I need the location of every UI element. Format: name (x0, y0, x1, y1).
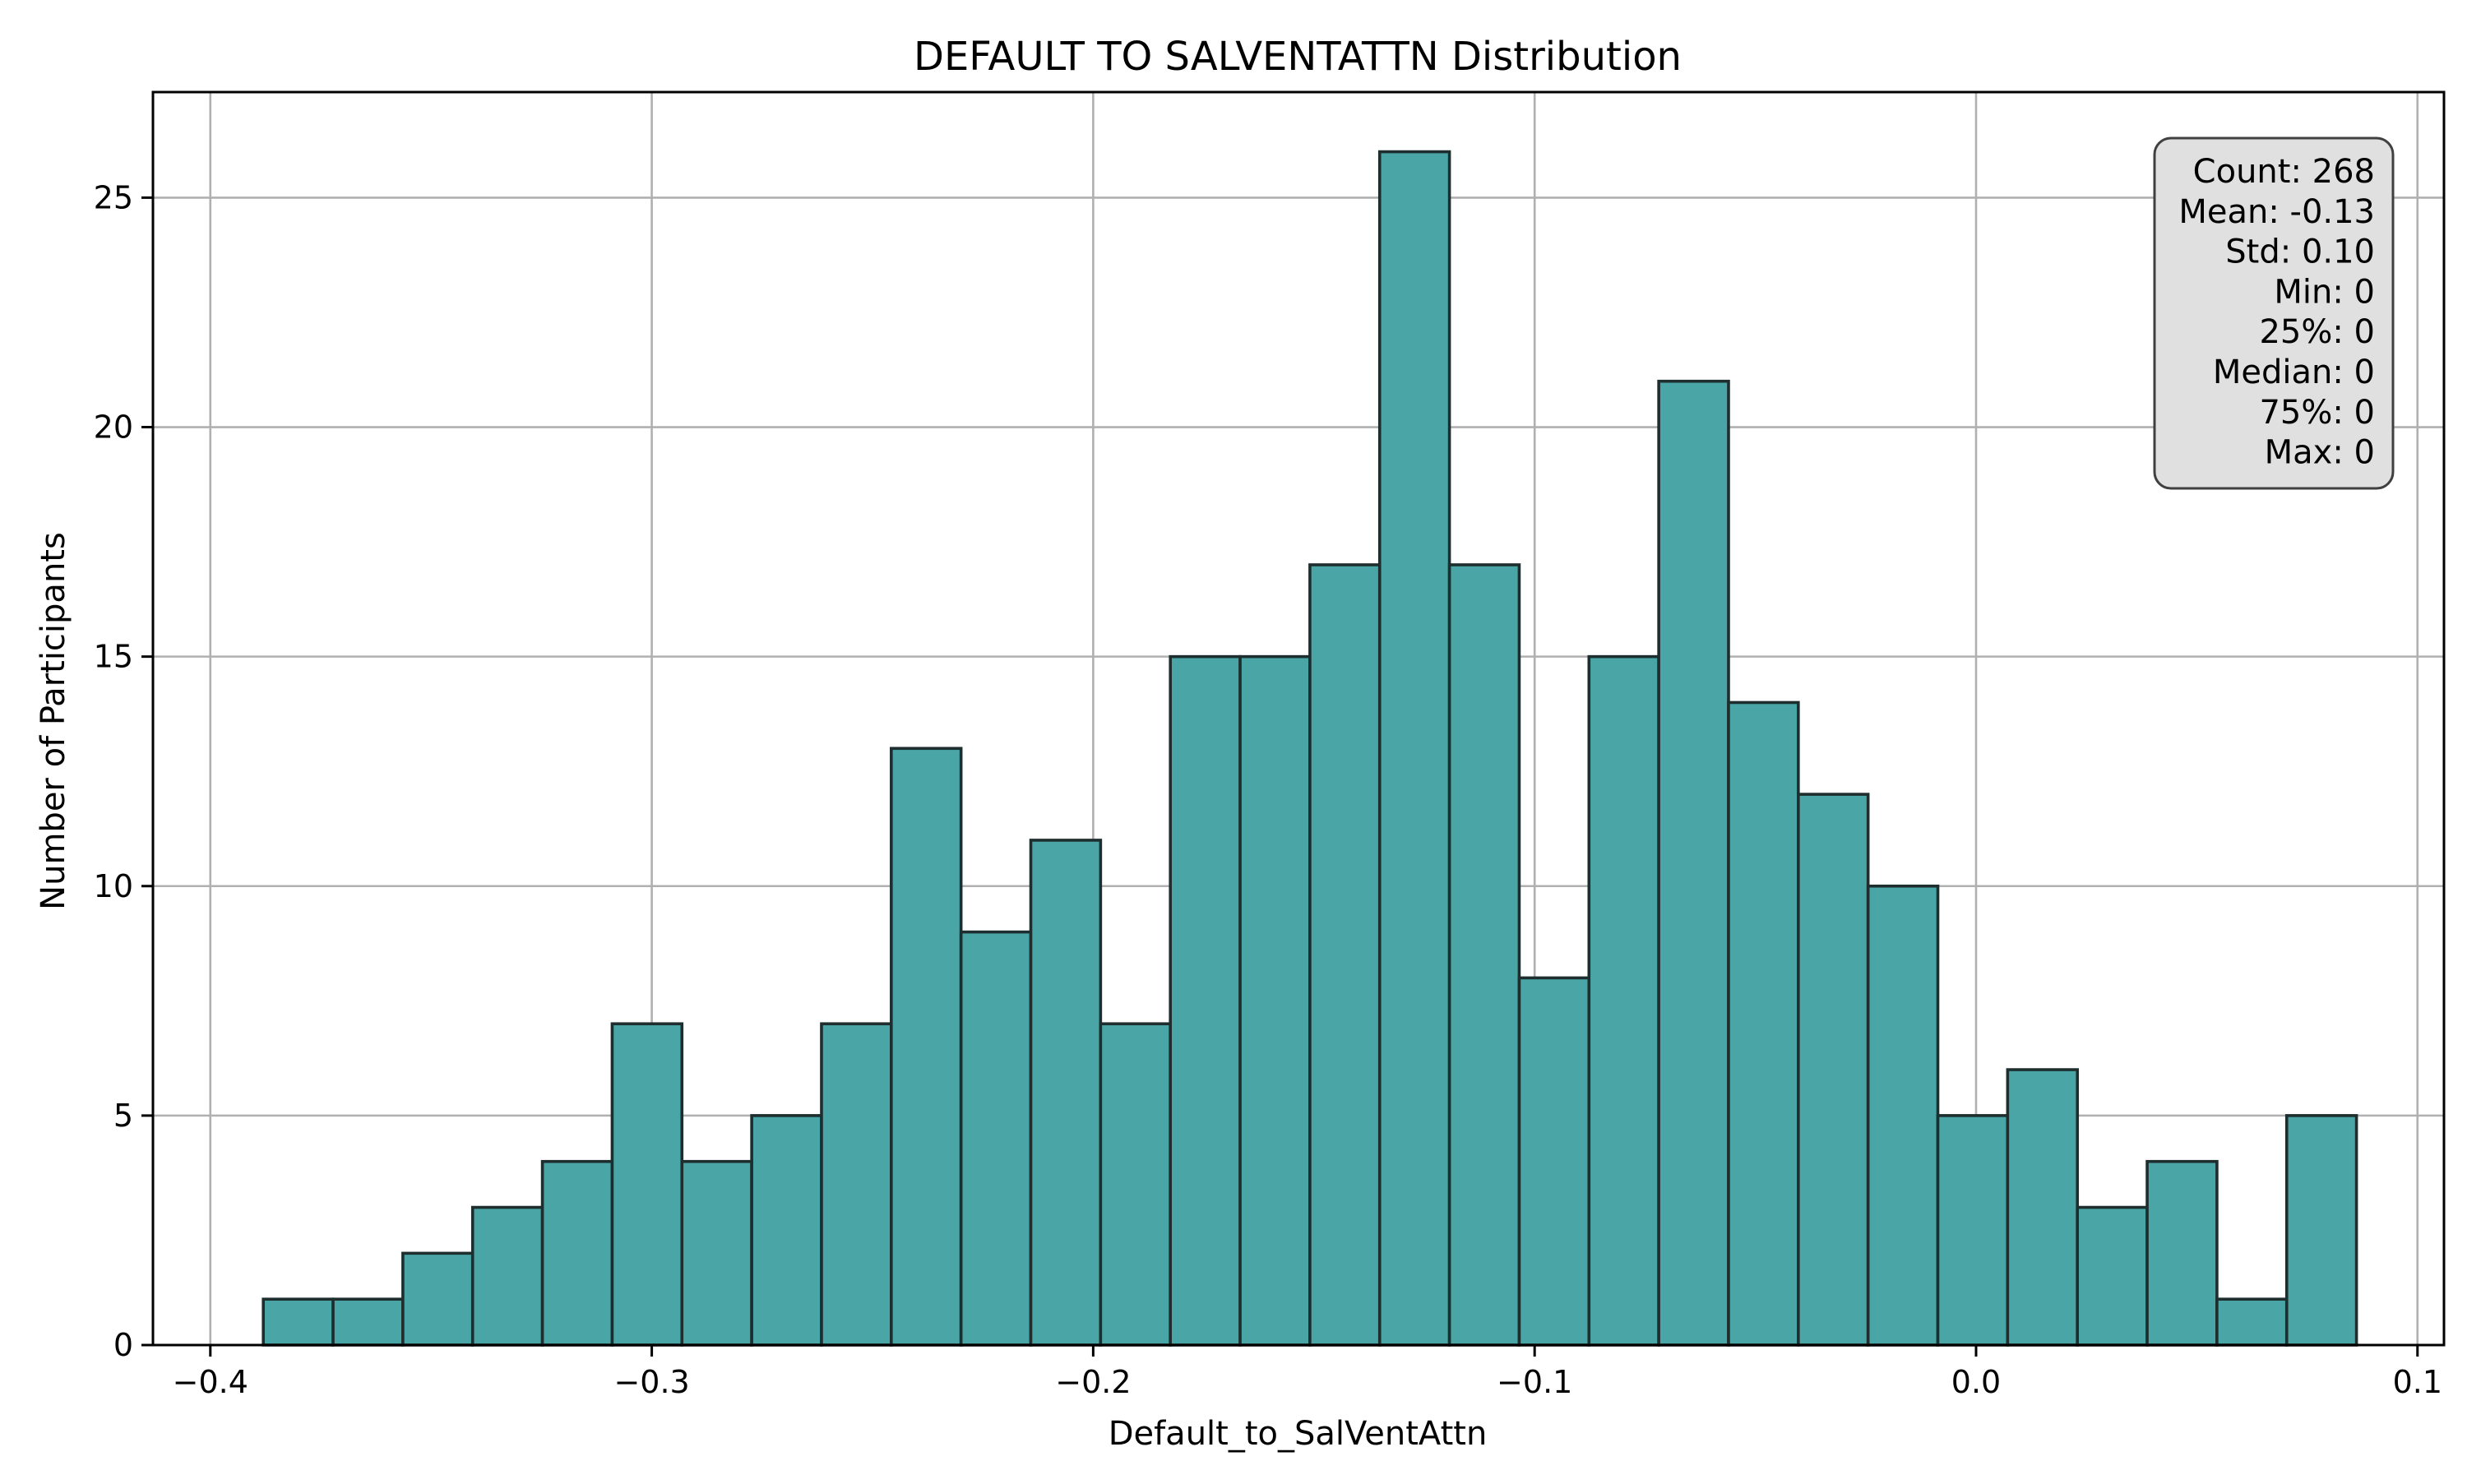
histogram-bar (1727, 700, 1800, 1347)
histogram-bar (1517, 976, 1591, 1347)
histogram-bar (1029, 839, 1103, 1347)
axis-ticks: −0.4 −0.3 −0.2 −0.1 0.0 0.1 0 5 10 15 20 25 (94, 179, 2442, 1400)
y-tick-label: 20 (94, 409, 133, 446)
histogram-bar (1169, 654, 1242, 1347)
histogram-bar (1308, 563, 1382, 1347)
x-tick-label: −0.2 (1055, 1364, 1131, 1400)
histogram-bar (820, 1022, 893, 1347)
histogram-bar (1657, 379, 1730, 1347)
y-tick-label: 15 (94, 639, 133, 675)
histogram-bar (1866, 884, 1940, 1347)
x-tick-label: −0.3 (613, 1364, 689, 1400)
y-tick-label: 0 (113, 1327, 133, 1363)
histogram-bar (1797, 793, 1870, 1347)
histogram-bars (262, 150, 2358, 1347)
stats-line: Std: 0.10 (2225, 233, 2375, 271)
x-tick-label: 0.0 (1951, 1364, 2001, 1400)
stats-line: 75%: 0 (2259, 394, 2375, 432)
stats-line: Median: 0 (2213, 354, 2375, 391)
histogram-bar (2145, 1159, 2219, 1347)
histogram-bar (2284, 1114, 2358, 1347)
y-axis-label: Number of Participants (35, 532, 72, 910)
histogram-bar (1587, 654, 1660, 1347)
chart-title: DEFAULT TO SALVENTATTN Distribution (914, 34, 1682, 80)
y-tick-label: 25 (94, 179, 133, 215)
histogram-bar (1238, 654, 1312, 1347)
stats-line: Min: 0 (2274, 273, 2375, 311)
x-tick-label: −0.1 (1497, 1364, 1572, 1400)
histogram-bar (331, 1297, 405, 1347)
x-tick-label: −0.4 (173, 1364, 248, 1400)
histogram-bar (610, 1022, 684, 1347)
histogram-bar (680, 1159, 753, 1347)
histogram-bar (470, 1205, 544, 1347)
stats-line: Mean: -0.13 (2178, 193, 2375, 231)
x-axis-label: Default_to_SalVentAttn (1109, 1415, 1488, 1453)
histogram-bar (540, 1159, 614, 1347)
stats-line: Count: 268 (2193, 153, 2375, 191)
histogram-bar (401, 1251, 474, 1347)
stats-line: 25%: 0 (2259, 313, 2375, 351)
plot-frame (151, 90, 2446, 1347)
histogram-bar (1377, 150, 1451, 1347)
x-tick-label: 0.1 (2393, 1364, 2442, 1400)
histogram-bar (959, 930, 1033, 1347)
histogram-bar (1447, 563, 1521, 1347)
histogram-bar (1099, 1022, 1173, 1347)
histogram-bar (2215, 1297, 2289, 1347)
y-tick-label: 10 (94, 868, 133, 904)
histogram-bar (2006, 1068, 2080, 1347)
histogram-bar (1936, 1114, 2010, 1347)
histogram-bar (2076, 1205, 2149, 1347)
stats-box-background (2153, 136, 2395, 490)
histogram-bar (890, 747, 963, 1347)
histogram-bar (262, 1297, 335, 1347)
histogram-bar (750, 1114, 823, 1347)
y-tick-label: 5 (113, 1098, 133, 1134)
stats-line: Max: 0 (2265, 434, 2375, 472)
